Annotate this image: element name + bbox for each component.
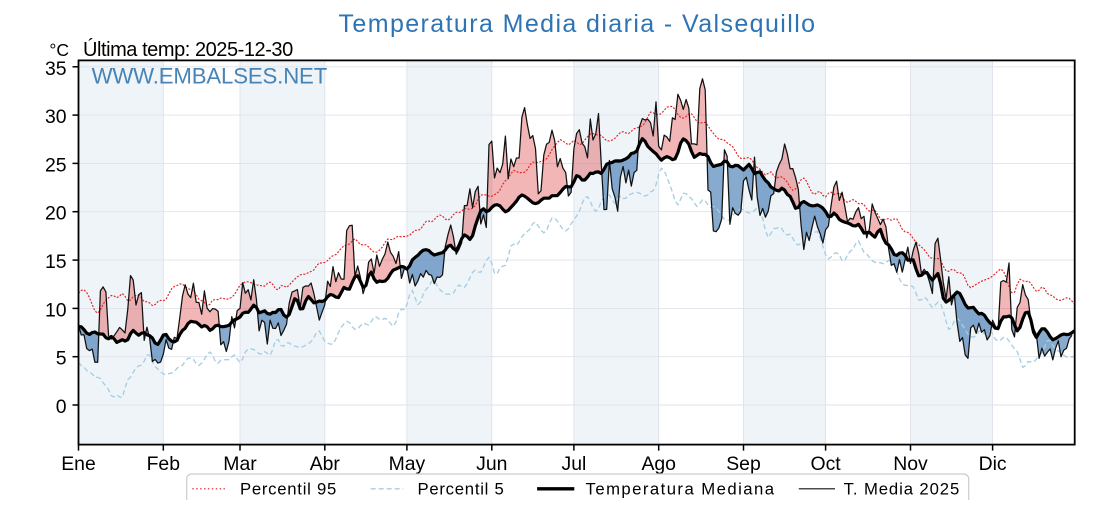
svg-text:Ene: Ene [61, 453, 96, 475]
svg-text:WWW.EMBALSES.NET: WWW.EMBALSES.NET [92, 63, 328, 88]
svg-text:Jun: Jun [476, 453, 507, 475]
svg-text:Percentil 95: Percentil 95 [240, 480, 337, 499]
svg-text:10: 10 [45, 299, 67, 321]
svg-text:Nov: Nov [893, 453, 928, 475]
svg-text:May: May [389, 453, 426, 475]
svg-text:Feb: Feb [147, 453, 180, 475]
svg-text:°C: °C [49, 40, 69, 60]
svg-text:25: 25 [45, 154, 67, 176]
svg-text:0: 0 [56, 396, 67, 418]
svg-text:15: 15 [45, 251, 67, 273]
svg-text:Abr: Abr [310, 453, 341, 475]
svg-text:Oct: Oct [811, 453, 842, 475]
svg-text:30: 30 [45, 106, 67, 128]
svg-text:Mar: Mar [223, 453, 257, 475]
svg-text:Temperatura Media diaria - Val: Temperatura Media diaria - Valsequillo [339, 10, 817, 38]
svg-text:5: 5 [56, 348, 67, 370]
svg-text:Última temp: 2025-12-30: Última temp: 2025-12-30 [83, 38, 293, 61]
svg-text:35: 35 [45, 58, 67, 80]
svg-text:Ago: Ago [641, 453, 676, 475]
svg-text:T. Media 2025: T. Media 2025 [844, 480, 961, 499]
svg-text:20: 20 [45, 203, 67, 225]
svg-text:Jul: Jul [562, 453, 587, 475]
svg-text:Sep: Sep [726, 453, 761, 475]
svg-text:Dic: Dic [979, 453, 1007, 475]
svg-text:Percentil 5: Percentil 5 [417, 480, 504, 499]
svg-text:Temperatura Mediana: Temperatura Mediana [586, 480, 776, 499]
